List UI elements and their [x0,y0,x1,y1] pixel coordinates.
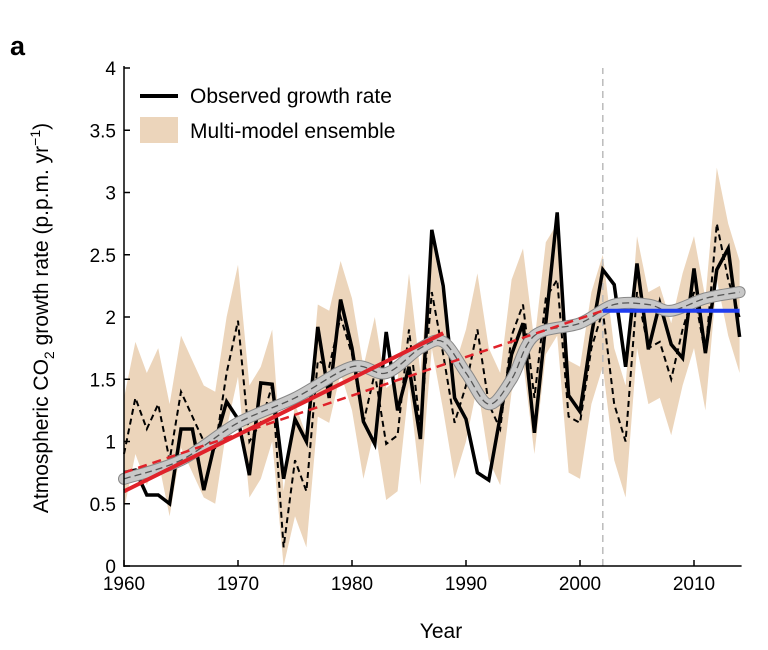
y-tick-label: 3.5 [90,121,116,142]
x-tick-label: 2000 [559,574,601,595]
legend-observed-label: Observed growth rate [190,85,392,108]
legend-ensemble-label: Multi-model ensemble [190,120,395,143]
y-tick-label: 0.5 [90,495,116,516]
legend-ensemble-swatch [140,117,178,143]
x-tick-label: 1980 [331,574,373,595]
x-tick-label: 2010 [673,574,715,595]
observed-growth-line [123,212,742,507]
x-tick-label: 1970 [217,574,259,595]
smooth-trend-line [123,291,740,480]
x-axis-label: Year [420,620,462,643]
y-tick-label: 1 [105,433,116,454]
x-tick-label: 1990 [445,574,487,595]
legend: Observed growth rate Multi-model ensembl… [140,85,395,143]
y-axis-label: Atmospheric CO2 growth rate (p.p.m. yr−1… [27,123,57,513]
y-tick-label: 2.5 [90,246,116,267]
ensemble-mean-line [123,223,741,548]
y-tick-label: 4 [105,59,116,80]
y-tick-label: 1.5 [90,370,116,391]
y-tick-label: 0 [105,557,116,578]
ensemble-range-band [124,167,740,566]
axes: 0 0.5 1 1.5 2 2.5 3 3.5 4 1960 1970 1980 1990 2000 201… [90,59,742,595]
trend-line-1 [123,331,445,494]
plot-area [118,68,746,566]
x-tick-label: 1960 [103,574,145,595]
panel-label: a [10,31,26,61]
y-tick-label: 3 [105,184,116,205]
trend-line-2 [123,309,604,474]
y-tick-label: 2 [105,308,116,329]
